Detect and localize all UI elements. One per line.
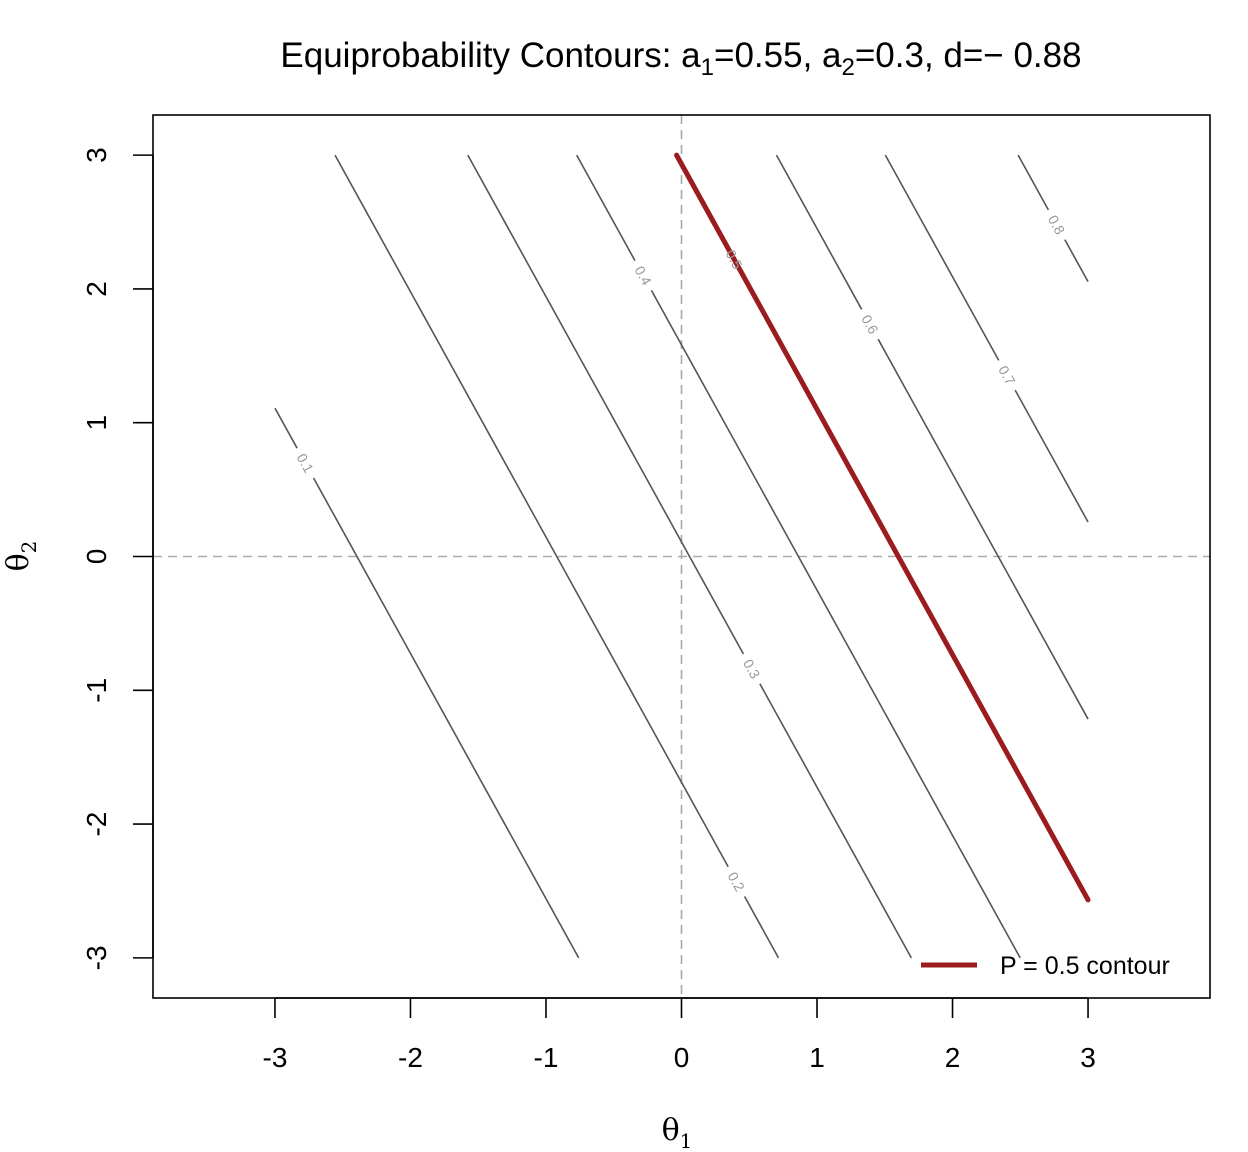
- contour-label: 0.4: [631, 263, 655, 288]
- contour-line: [877, 338, 1089, 720]
- contour-label: 0.8: [1045, 212, 1069, 237]
- y-tick-label: 1: [81, 415, 112, 431]
- y-axis-label: θ2: [1, 541, 41, 572]
- contour-label: 0.6: [858, 312, 882, 337]
- contour-label: 0.3: [740, 656, 764, 681]
- contour-label: 0.1: [294, 451, 318, 476]
- y-tick-label: -1: [81, 678, 112, 703]
- y-tick-label: 0: [81, 549, 112, 565]
- contour-line: [467, 154, 745, 655]
- x-tick-label: 2: [945, 1042, 961, 1073]
- contour-line: [1017, 154, 1050, 211]
- contour-line: [759, 683, 913, 959]
- contour-label: 0.5: [722, 247, 746, 272]
- x-tick-label: 3: [1080, 1042, 1096, 1073]
- y-tick-label: 2: [81, 281, 112, 297]
- contour-line: [650, 290, 1021, 959]
- x-tick-label: -1: [534, 1042, 559, 1073]
- contour-line: [575, 154, 636, 262]
- x-axis: -3 -2 -1 0 1 2 3: [263, 997, 1096, 1073]
- contour-line: [1064, 239, 1089, 283]
- x-tick-label: -2: [398, 1042, 423, 1073]
- y-tick-label: -3: [81, 945, 112, 970]
- x-axis-label: θ1: [662, 1113, 693, 1152]
- contour-line: [312, 477, 580, 959]
- legend-label: P = 0.5 contour: [1000, 952, 1170, 980]
- x-tick-label: 1: [809, 1042, 825, 1073]
- legend: P = 0.5 contour: [921, 952, 1170, 980]
- x-tick-label: 0: [674, 1042, 690, 1073]
- contour-line-highlight: [674, 152, 1091, 903]
- y-tick-label: -2: [81, 812, 112, 837]
- contour-line: [884, 154, 1000, 361]
- y-tick-label: 3: [81, 147, 112, 163]
- contour-line: [775, 154, 863, 310]
- highlight-contour: [674, 152, 1091, 903]
- contour-line: [1014, 389, 1089, 523]
- reference-lines: [153, 115, 1210, 998]
- contour-label: 0.2: [725, 869, 749, 894]
- chart-title: Equiprobability Contours: a1=0.55, a2=0.…: [280, 36, 1081, 81]
- contour-line: [274, 407, 298, 449]
- contour-line: [334, 154, 729, 868]
- x-tick-label: -3: [263, 1042, 288, 1073]
- contour-line: [743, 896, 780, 959]
- y-axis: -3 -2 -1 0 1 2 3: [81, 147, 154, 970]
- contour-lines: [274, 154, 1089, 959]
- contour-label: 0.7: [995, 363, 1019, 388]
